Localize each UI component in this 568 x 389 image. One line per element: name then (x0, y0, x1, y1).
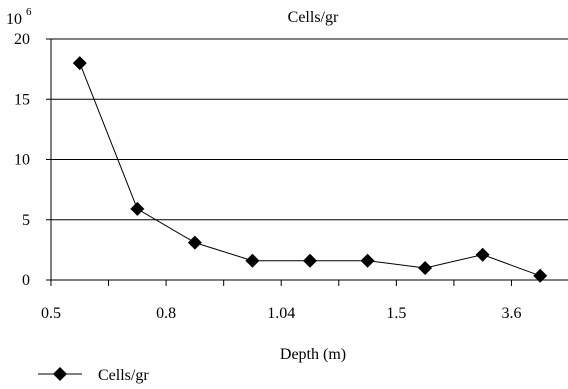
axes (46, 38, 568, 286)
data-point (303, 253, 317, 268)
data-point (187, 235, 202, 250)
x-tick-label: 1.04 (267, 305, 295, 322)
chart-title: Cells/gr (288, 9, 339, 26)
y-tick-labels: 0 5 10 15 20 (14, 31, 30, 289)
gridlines (51, 38, 568, 221)
y-tick-label: 5 (22, 212, 30, 229)
y-tick-label: 0 (22, 272, 30, 289)
legend-marker (53, 367, 67, 381)
x-tick-label: 0.5 (41, 305, 61, 322)
y-tick-label: 10 (14, 152, 30, 169)
data-point (475, 247, 490, 262)
data-point (72, 56, 87, 71)
y-unit-exponent: 6 (26, 6, 32, 18)
y-unit-label: 10 (6, 11, 22, 28)
legend: Cells/gr (38, 367, 149, 384)
data-point (360, 253, 375, 268)
x-tick-label: 0.8 (156, 305, 176, 322)
x-tick-label: 3.6 (501, 305, 521, 322)
data-point (533, 268, 548, 283)
data-point (245, 253, 260, 268)
x-axis-label: Depth (m) (280, 346, 346, 363)
y-tick-label: 15 (14, 91, 30, 108)
x-tick-label: 1.5 (386, 305, 406, 322)
y-tick-label: 20 (14, 31, 30, 48)
series-line (79, 62, 541, 277)
data-point (130, 201, 145, 216)
series-cells-gr (72, 56, 548, 283)
legend-label: Cells/gr (98, 367, 149, 384)
data-point (418, 260, 433, 275)
x-tick-labels: 0.5 0.8 1.04 1.5 3.6 (41, 305, 521, 322)
